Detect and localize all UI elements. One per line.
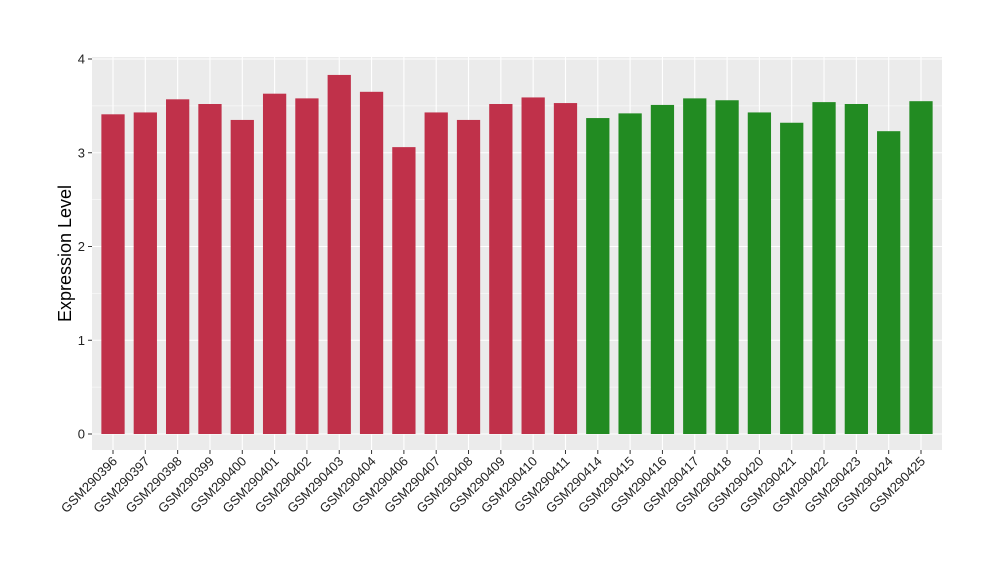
y-tick-label: 3 [78,145,85,160]
bar [424,112,448,434]
bar [521,97,545,434]
bar [877,131,901,434]
y-tick-label: 0 [78,427,85,442]
x-axis: GSM290396GSM290397GSM290398GSM290399GSM2… [58,450,928,516]
bar [553,103,578,434]
bar [683,98,707,434]
bar [262,93,287,434]
y-axis-title: Expression Level [55,185,75,322]
bar [295,98,319,434]
bar [230,119,254,434]
bar [327,74,351,434]
bar [812,102,836,434]
bar [586,118,610,434]
bar [715,100,739,434]
bar [747,112,772,434]
y-tick-label: 2 [78,239,85,254]
y-tick-label: 4 [78,52,85,67]
bar [909,101,933,434]
bar [133,112,157,434]
bar [101,114,125,434]
bar [392,147,416,434]
bar [650,104,675,434]
bar [618,113,642,434]
bar [198,104,222,434]
bar [166,99,190,434]
bar [489,104,513,434]
bar [359,91,384,434]
y-axis: 0 1 2 3 4 [78,52,92,442]
bar [844,104,868,434]
y-tick-label: 1 [78,333,85,348]
bar [456,119,481,434]
bar [780,122,804,434]
bars [101,74,933,434]
